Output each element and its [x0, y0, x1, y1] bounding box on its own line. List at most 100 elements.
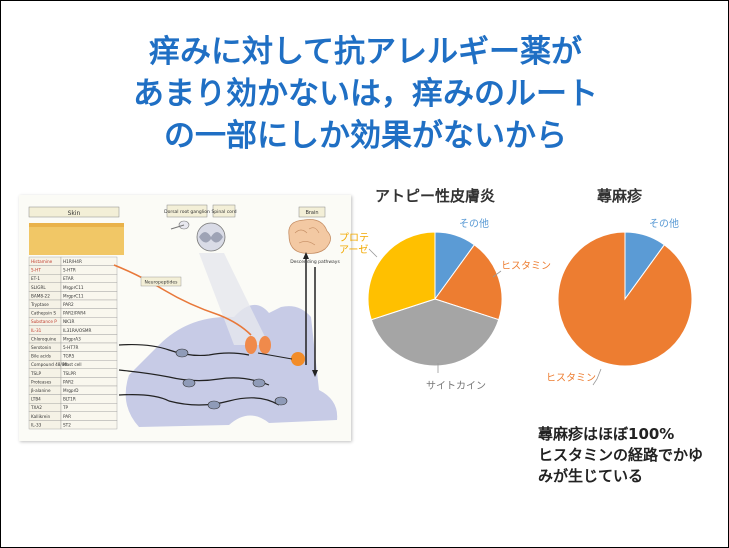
atopic-dermatitis-pie [367, 231, 503, 367]
pruritogen-label: β-alanine [31, 388, 51, 393]
urticaria-chart-title: 蕁麻疹 [597, 187, 643, 205]
pruritogen-label: Substance P [31, 319, 57, 324]
brain-shape [288, 219, 331, 254]
pruritogen-label: Compound 48/80 [31, 362, 67, 367]
neuropeptides-label: Neuropeptides [145, 280, 179, 286]
neuron-1 [245, 336, 257, 354]
ad-label-other: その他 [459, 219, 489, 230]
pruritogen-label: Chloroquine [31, 336, 57, 341]
leader-line-0 [492, 270, 502, 278]
pruritogen-label: TXA2 [30, 405, 42, 410]
receptor-label: 5-HT7R [63, 345, 79, 350]
receptor-label: MrgprC11 [63, 285, 84, 290]
brain-folds [294, 227, 320, 246]
u-label-other: その他 [649, 219, 679, 230]
receptor-label: BLT1R [63, 397, 76, 402]
receptor-label: PAR2 [63, 379, 74, 384]
receptor-label: PAR2/PAR4 [63, 311, 86, 316]
note-line-1: 蕁麻疹はほぼ100% [538, 425, 675, 443]
descending-label: Descending pathways [290, 259, 340, 265]
receptor-cell [60, 420, 118, 430]
pie-slice-0-1 [434, 244, 503, 321]
receptor-label: PAR [63, 414, 71, 419]
pie-slice-0-3 [367, 231, 436, 321]
pruritogen-label: Cathepsin S [31, 311, 56, 316]
pruritogen-label: LTB4 [31, 397, 41, 402]
receptor-label: MrgprD [63, 388, 79, 393]
neuron-path-1 [118, 343, 250, 357]
ad-label-cytokine: サイトカイン [426, 381, 486, 392]
pruritogen-label: Histamine [31, 259, 53, 264]
pruritogen-label: IL-33 [31, 422, 42, 427]
neuropeptides-box [140, 276, 182, 287]
receptor-label: TSLPR [62, 371, 76, 376]
cell-body-4 [252, 378, 266, 388]
slide-title: 痒みに対して抗アレルギー薬が あまり効かないは，痒みのルート の一部にしか効果が… [21, 31, 710, 157]
ad-label-histamine: ヒスタミン [501, 261, 551, 272]
cell-body-2 [182, 378, 196, 388]
title-line-1: 痒みに対して抗アレルギー薬が [148, 34, 583, 70]
drg-label-box [166, 204, 208, 218]
pruritogen-label: BAM8-22 [31, 293, 50, 298]
cell-body-1 [175, 348, 189, 358]
title-line-2: あまり効かないは，痒みのルート [133, 76, 598, 112]
title-line-3: の一部にしか効果がないから [164, 118, 567, 154]
receptor-label: 5-HTR [63, 268, 76, 273]
pruritogen-table: Histamine H1R/H4R 5-HT 5-HTR ET-1 ETAR SLIGRL M… [28, 256, 118, 430]
leader-line-2 [368, 248, 378, 258]
ad-label-protease-line-2: アーゼ [339, 245, 369, 256]
skin-label-box [28, 206, 120, 218]
pie-slice-1-1 [557, 231, 693, 367]
skin-layer [29, 225, 124, 255]
ad-label-protease-line-1: プロテ [339, 233, 369, 244]
leader-line-3 [592, 368, 602, 386]
ascending-arrowhead [303, 252, 309, 259]
neuron-path-3 [118, 394, 280, 406]
brain-label-box [298, 206, 326, 218]
spinal-label: Spinal cord [211, 209, 236, 215]
urticaria-pie [557, 231, 693, 367]
ganglion-nerve [170, 224, 185, 230]
receptor-label: MrgprC11 [63, 293, 84, 298]
ad-label-protease: プロテ アーゼ [339, 233, 369, 257]
pie-slice-0-2 [370, 298, 500, 367]
itch-pathway-diagram: Skin Histamine H1R/H4R 5-HT 5-HTR ET-1 ETAR SL… [19, 195, 351, 441]
receptor-label: TP [62, 405, 69, 410]
skin-surface [29, 223, 124, 227]
projection-cone [199, 253, 269, 345]
interneuron [291, 352, 305, 366]
atopic-chart-title: アトピー性皮膚炎 [375, 187, 496, 205]
neuron-2 [259, 336, 271, 354]
receptor-label: NK1R [63, 319, 75, 324]
pruritogen-label: SLIGRL [31, 285, 46, 290]
u-label-histamine: ヒスタミン [546, 373, 596, 384]
receptor-label: MrgprA3 [63, 336, 81, 341]
receptor-label: PAR2 [63, 302, 74, 307]
synapse-link [257, 352, 293, 360]
receptor-label: H1R/H4R [63, 259, 82, 264]
tissue-shape [125, 304, 338, 427]
drg-label: Dorsal root ganglion [164, 209, 210, 215]
pruritogen-label: IL-31 [31, 328, 42, 333]
note-line-2: ヒスタミンの経路でかゆ [538, 446, 704, 464]
receptor-label: IL31RA/OSMR [63, 328, 91, 333]
gray-matter [199, 232, 223, 243]
spinal-label-box [212, 204, 236, 218]
pruritogen-label: Bile acids [31, 354, 51, 359]
cell-body-3 [207, 400, 221, 410]
cell-body-5 [274, 396, 288, 406]
pruritogen-label: Proteases [31, 379, 51, 384]
pruritogen-label: Kallikrein [31, 414, 51, 419]
skin-label: Skin [68, 210, 81, 217]
note-line-3: みが生じている [538, 467, 644, 485]
pruritogen-label: Serotonin [31, 345, 51, 350]
descending-arrowhead [312, 370, 318, 377]
receptor-label: ETAR [63, 276, 74, 281]
receptor-label: ST2 [63, 422, 71, 427]
neuropeptide-nerve [113, 264, 252, 336]
pruritogen-label: ET-1 [31, 276, 40, 281]
urticaria-note: 蕁麻疹はほぼ100% ヒスタミンの経路でかゆ みが生じている [538, 424, 703, 487]
receptor-label: Mast cell [63, 362, 82, 367]
